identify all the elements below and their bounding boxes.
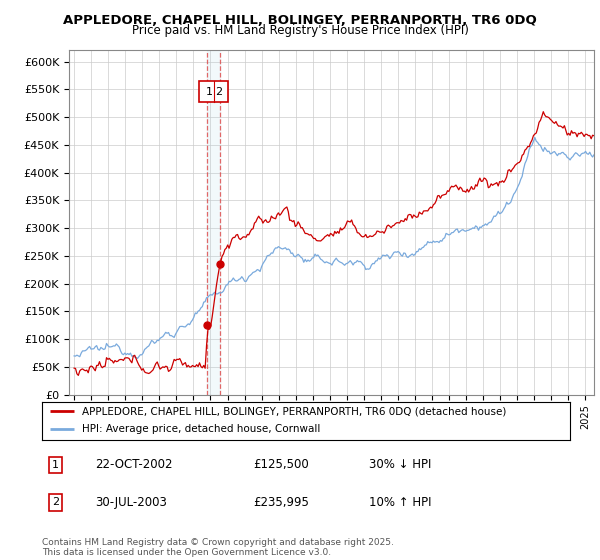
Text: 22-OCT-2002: 22-OCT-2002 xyxy=(95,458,172,471)
Text: £235,995: £235,995 xyxy=(253,496,309,509)
Text: £125,500: £125,500 xyxy=(253,458,309,471)
Text: 2: 2 xyxy=(215,87,222,97)
Text: 1: 1 xyxy=(206,87,212,97)
Text: Contains HM Land Registry data © Crown copyright and database right 2025.
This d: Contains HM Land Registry data © Crown c… xyxy=(42,538,394,557)
Text: APPLEDORE, CHAPEL HILL, BOLINGEY, PERRANPORTH, TR6 0DQ (detached house): APPLEDORE, CHAPEL HILL, BOLINGEY, PERRAN… xyxy=(82,407,506,417)
Bar xyxy=(207,50,220,395)
Text: 1: 1 xyxy=(52,460,59,470)
Text: 2: 2 xyxy=(52,497,59,507)
Text: Price paid vs. HM Land Registry's House Price Index (HPI): Price paid vs. HM Land Registry's House … xyxy=(131,24,469,36)
Text: HPI: Average price, detached house, Cornwall: HPI: Average price, detached house, Corn… xyxy=(82,424,320,434)
Text: 30-JUL-2003: 30-JUL-2003 xyxy=(95,496,167,509)
Text: 30% ↓ HPI: 30% ↓ HPI xyxy=(370,458,432,471)
Text: APPLEDORE, CHAPEL HILL, BOLINGEY, PERRANPORTH, TR6 0DQ: APPLEDORE, CHAPEL HILL, BOLINGEY, PERRAN… xyxy=(63,14,537,27)
Text: 10% ↑ HPI: 10% ↑ HPI xyxy=(370,496,432,509)
Bar xyxy=(199,81,229,102)
